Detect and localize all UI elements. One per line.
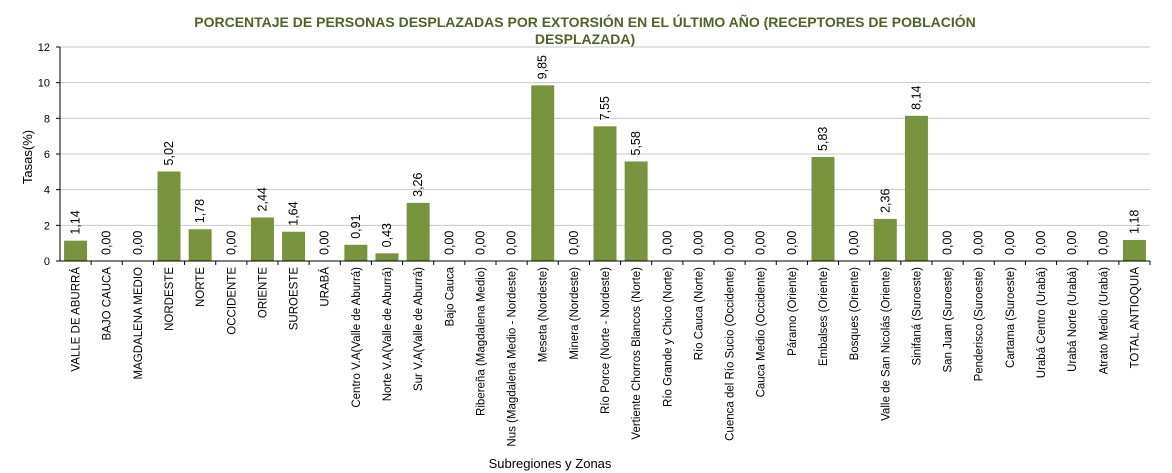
bar [904,115,928,261]
data-label: 8,14 [909,85,923,109]
bar [344,244,368,261]
category-label: VALLE DE ABURRÁ [70,267,83,372]
category-label: BAJO CAUCA [102,267,114,341]
bar [188,229,212,261]
data-label: 2,36 [878,189,892,213]
category-label: Minera (Nordeste) [569,267,581,360]
category-label: Norte V.A(Valle de Aburrá) [382,267,394,401]
data-label: 1,78 [193,199,207,223]
category-label: URABÁ [319,267,332,307]
data-label: 5,83 [816,127,830,151]
data-label: 0,00 [442,231,456,255]
bar [531,85,555,261]
y-tick-label: 4 [44,185,50,197]
data-label: 1,18 [1127,210,1141,234]
category-label: Penderisco (Suroeste) [974,267,986,382]
category-label: Sinifaná (Suroeste) [911,267,923,366]
category-label: Valle de San Nicolás (Oriente) [880,267,892,421]
data-label: 0,00 [567,231,581,255]
bar [873,218,897,261]
category-label: Cartama (Suroeste) [1005,267,1017,368]
category-label: Bajo Cauca [444,266,456,326]
data-label: 0,91 [349,214,363,238]
y-tick-label: 6 [44,149,50,161]
category-label: NORDESTE [164,267,176,331]
bar [624,161,648,261]
category-label: ORIENTE [257,267,269,318]
data-label: 0,00 [1065,231,1079,255]
data-label: 0,00 [1096,231,1110,255]
chart-title: PORCENTAJE DE PERSONAS DESPLAZADAS POR E… [194,14,976,47]
data-label: 7,55 [598,96,612,120]
data-label: 9,85 [536,55,550,79]
category-label: Meseta (Nordeste) [538,267,550,362]
category-label: Río Grande y Chico (Norte) [662,267,674,407]
bar [375,253,399,261]
bar [282,231,306,261]
category-label: Urabá Norte (Urabá) [1067,267,1079,372]
category-label: SUROESTE [289,267,301,331]
category-label: Centro V.A(Valle de Aburrá) [351,267,363,408]
bars [64,85,1146,261]
data-label: 3,26 [411,172,425,196]
data-label: 0,43 [380,223,394,247]
category-label: Bosques (Oriente) [849,267,861,360]
category-label: NORTE [195,267,207,307]
data-label: 1,14 [69,210,83,234]
category-label: Urabá Centro (Urabá) [1036,267,1048,378]
category-label: Vertiente Chorros Blancos (Norte) [631,267,643,440]
y-tick-label: 10 [38,78,50,90]
category-label: OCCIDENTE [226,267,238,335]
category-label: Nus (Magdalena Medio - Nordeste) [507,267,519,447]
data-label: 0,00 [131,231,145,255]
category-label: San Juan (Suroeste) [943,267,955,373]
data-label: 0,00 [847,231,861,255]
bar [64,240,88,261]
category-label: Ribereña (Magdalena Medio) [475,267,487,416]
y-axis-title: Tasas(%) [20,130,35,184]
data-label: 0,00 [100,231,114,255]
data-label: 0,00 [754,231,768,255]
bar [1122,239,1146,261]
bar [811,157,835,261]
category-label: MAGDALENA MEDIO [133,267,145,380]
data-label: 0,00 [505,231,519,255]
data-label: 0,00 [723,231,737,255]
category-label: Río Cauca (Norte) [693,267,705,360]
bar [250,217,274,261]
data-label: 0,00 [473,231,487,255]
bar [406,202,430,261]
x-axis-title: Subregiones y Zonas [489,456,612,471]
y-tick-label: 12 [38,42,50,54]
category-label: Cuenca del Río Sucio (Occidente) [725,267,737,441]
data-label: 2,44 [255,187,269,211]
axes [56,46,1151,265]
labels: 0 2 4 6 8 10 12 1,14 VALLE DE ABURRÁ 0,00 BAJO CAU… [38,42,1142,447]
category-label: Sur V.A(Valle de Aburrá) [413,267,425,391]
data-label: 0,00 [691,231,705,255]
category-label: Páramo (Oriente) [787,267,799,356]
bar [157,171,181,261]
data-label: 0,00 [1003,231,1017,255]
category-label: Embalses (Oriente) [818,267,830,366]
category-label: Río Porce (Norte - Nordeste) [600,267,612,414]
data-label: 1,64 [287,201,301,225]
category-label: Atrato Medio (Urabá) [1098,267,1110,375]
data-label: 0,00 [224,231,238,255]
bar [593,126,617,261]
data-label: 5,58 [629,131,643,155]
data-label: 0,00 [941,231,955,255]
y-tick-label: 2 [44,220,50,232]
y-tick-label: 0 [44,256,50,268]
category-label: Cauca Medio (Occidente) [756,267,768,398]
data-label: 0,00 [1034,231,1048,255]
data-label: 0,00 [785,231,799,255]
category-label: TOTAL ANTIOQUIA [1129,267,1141,369]
data-label: 5,02 [162,141,176,165]
y-tick-label: 8 [44,113,50,125]
data-label: 0,00 [972,231,986,255]
data-label: 0,00 [318,231,332,255]
data-label: 0,00 [660,231,674,255]
